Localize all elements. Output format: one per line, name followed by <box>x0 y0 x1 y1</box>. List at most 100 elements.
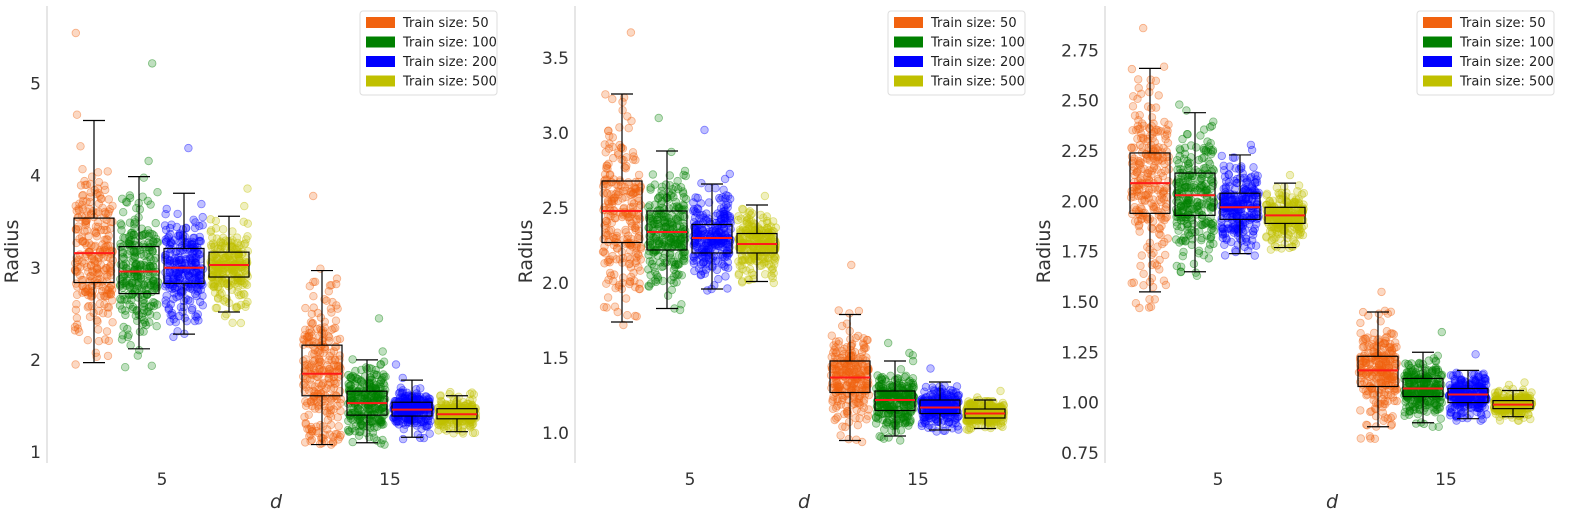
data-point <box>1368 372 1376 380</box>
data-point <box>604 294 612 302</box>
y-tick-label: 1.0 <box>542 424 569 444</box>
data-point <box>669 222 677 230</box>
data-point <box>328 326 336 334</box>
data-point <box>100 254 108 262</box>
data-point <box>1364 422 1372 430</box>
data-point <box>94 326 102 334</box>
y-tick-label: 1 <box>30 443 41 463</box>
data-point <box>1161 118 1169 126</box>
data-point <box>1128 279 1136 287</box>
data-point <box>122 311 130 319</box>
y-tick-label: 3.5 <box>542 49 569 69</box>
data-point <box>739 206 747 214</box>
data-point <box>152 235 160 243</box>
data-point <box>302 365 310 373</box>
data-point <box>143 250 151 258</box>
y-tick-label: 2.50 <box>1061 92 1099 112</box>
data-point <box>148 60 156 68</box>
data-point <box>659 277 667 285</box>
data-point <box>1383 372 1391 380</box>
x-tick-label: 5 <box>157 470 168 490</box>
data-point <box>149 277 157 285</box>
data-point <box>1139 144 1147 152</box>
data-point <box>71 323 79 331</box>
data-point <box>349 438 357 446</box>
data-point <box>125 240 133 248</box>
data-point <box>94 189 102 197</box>
data-point <box>1162 135 1170 143</box>
data-point <box>161 254 169 262</box>
data-point <box>723 201 731 209</box>
data-point <box>1161 251 1169 259</box>
data-point <box>76 272 84 280</box>
data-point <box>740 247 748 255</box>
data-point <box>624 311 632 319</box>
data-point <box>699 245 707 253</box>
data-point <box>326 410 334 418</box>
data-point <box>631 189 639 197</box>
data-point <box>328 309 336 317</box>
data-point <box>244 185 252 193</box>
data-point <box>745 257 753 265</box>
data-point <box>305 411 313 419</box>
data-point <box>622 165 630 173</box>
data-point <box>198 200 206 208</box>
data-point <box>705 184 713 192</box>
data-point <box>839 423 847 431</box>
data-point <box>199 281 207 289</box>
data-point <box>219 226 227 234</box>
data-point <box>210 283 218 291</box>
y-tick-label: 2.5 <box>542 199 569 219</box>
data-point <box>1162 214 1170 222</box>
data-point <box>1134 167 1142 175</box>
data-point <box>682 195 690 203</box>
data-point <box>319 381 327 389</box>
data-point <box>426 430 434 438</box>
data-point <box>1153 262 1161 270</box>
data-point <box>162 297 170 305</box>
data-point <box>1140 270 1148 278</box>
data-point <box>365 421 373 429</box>
data-point <box>701 258 709 266</box>
data-point <box>392 361 400 369</box>
data-point <box>148 362 156 370</box>
data-point <box>241 202 249 210</box>
data-point <box>349 356 357 364</box>
data-point <box>117 261 125 269</box>
data-point <box>833 402 841 410</box>
data-point <box>630 269 638 277</box>
data-point <box>244 220 252 228</box>
data-point <box>124 333 132 341</box>
data-point <box>231 260 239 268</box>
data-point <box>93 233 101 241</box>
x-tick-label: 5 <box>1213 470 1224 490</box>
data-point <box>153 322 161 330</box>
data-point <box>333 275 341 283</box>
data-point <box>72 29 80 37</box>
data-point <box>108 286 116 294</box>
data-point <box>681 167 689 175</box>
data-point <box>690 260 698 268</box>
data-point <box>1365 342 1373 350</box>
data-point <box>73 111 81 119</box>
data-point <box>184 238 192 246</box>
data-point <box>225 252 233 260</box>
data-point <box>145 157 153 165</box>
data-point <box>938 385 946 393</box>
data-point <box>1372 412 1380 420</box>
data-point <box>600 303 608 311</box>
data-point <box>1367 435 1375 443</box>
data-point <box>372 366 380 374</box>
x-tick-label: 15 <box>907 470 929 490</box>
data-point <box>105 208 113 216</box>
data-point <box>369 429 377 437</box>
data-point <box>848 383 856 391</box>
data-point <box>136 246 144 254</box>
data-point <box>185 144 193 152</box>
legend-swatch <box>894 76 923 87</box>
data-point <box>462 407 470 415</box>
data-point <box>1150 204 1158 212</box>
legend-swatch <box>366 76 395 87</box>
data-point <box>854 421 862 429</box>
data-point <box>1165 166 1173 174</box>
